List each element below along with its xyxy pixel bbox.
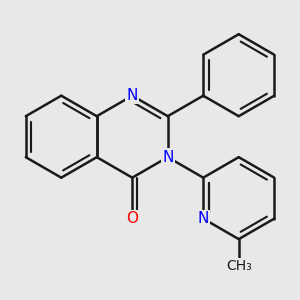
Text: N: N [127,88,138,103]
Text: N: N [197,211,209,226]
Text: CH₃: CH₃ [226,259,252,273]
Text: O: O [126,211,138,226]
Text: N: N [162,150,173,165]
